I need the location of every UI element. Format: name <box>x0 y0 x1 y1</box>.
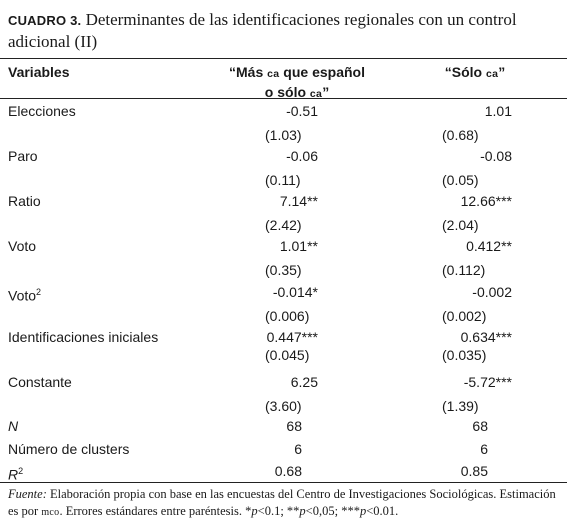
note-t2: <0,05; *** <box>305 504 360 518</box>
table-title-text: Determinantes de las identificaciones re… <box>8 10 517 51</box>
header-col1-part-a: “Más <box>229 64 268 80</box>
row-label: Ratio <box>8 192 41 210</box>
row-label: Elecciones <box>8 102 76 120</box>
coef-col2: -0.08 <box>480 148 512 164</box>
stderr-col1: (0.11) <box>265 172 301 188</box>
coef-col2: 0.412** <box>466 238 512 254</box>
stderr-col1: (0.35) <box>265 262 302 278</box>
stat-col1: 68 <box>286 418 302 434</box>
stderr-col1: (0.045) <box>265 347 310 363</box>
note-p2: p <box>299 504 306 518</box>
stat-label-text: Número de clusters <box>8 441 130 457</box>
coef-col2: 1.01 <box>484 103 512 119</box>
stderr-col2: (0.035) <box>442 347 487 363</box>
stat-col2: 68 <box>472 418 488 434</box>
stderr-col2: (0.002) <box>442 308 487 324</box>
stat-label-text: N <box>8 418 19 434</box>
stderr-col2: (1.39) <box>442 398 479 414</box>
note-t3: <0.01. <box>366 504 399 518</box>
stat-label: Número de clusters <box>8 440 129 458</box>
stderr-col2: (2.04) <box>442 217 479 233</box>
stat-label: R2 <box>8 462 23 484</box>
note-text-2: . Errores estándares entre paréntesis. * <box>59 504 252 518</box>
top-rule <box>0 58 567 59</box>
coef-col2: -5.72*** <box>463 374 512 390</box>
stderr-col1: (1.03) <box>265 127 302 143</box>
table-label: CUADRO 3. <box>8 13 82 28</box>
row-label-text: Identificaciones iniciales <box>8 329 159 345</box>
coef-col1: -0.06 <box>286 148 318 164</box>
coef-col1: 1.01** <box>279 238 318 254</box>
note-p1: p <box>251 504 258 518</box>
stderr-col2: (0.68) <box>442 127 479 143</box>
note-text-sc: mco <box>41 507 60 518</box>
header-col2-sc: ca <box>485 68 499 80</box>
header-rule <box>0 98 567 99</box>
coef-col1: 0.447*** <box>266 329 318 345</box>
row-label-text: Voto <box>8 238 37 254</box>
row-label: Paro <box>8 147 38 165</box>
coef-col1: -0.014* <box>272 284 318 300</box>
note-source-label: Fuente: <box>8 487 47 501</box>
row-label-superscript: 2 <box>36 287 42 297</box>
header-col1-part-d: ” <box>322 84 330 100</box>
row-label-text: Constante <box>8 374 72 390</box>
stderr-col2: (0.05) <box>442 172 479 188</box>
header-col2-part-a: “Sólo <box>444 64 486 80</box>
stderr-col1: (0.006) <box>265 308 310 324</box>
row-label: Constante <box>8 373 72 391</box>
stderr-col1: (2.42) <box>265 217 302 233</box>
row-label: Voto2 <box>8 283 41 305</box>
header-col1-sc-b: ca <box>309 88 323 100</box>
coef-col2: -0.002 <box>472 284 512 300</box>
coef-col1: 7.14** <box>279 193 318 209</box>
header-col1-part-c: o sólo <box>264 84 310 100</box>
header-col2-part-b: ” <box>498 64 506 80</box>
header-col2: “Sólo ca” <box>420 63 530 83</box>
bottom-rule <box>0 482 567 483</box>
row-label-text: Ratio <box>8 193 41 209</box>
coef-col1: -0.51 <box>286 103 318 119</box>
row-label-text: Voto <box>8 287 37 304</box>
table-note: Fuente: Elaboración propia con base en l… <box>8 486 560 521</box>
stat-col1: 0.68 <box>274 463 302 479</box>
stderr-col2: (0.112) <box>442 262 486 278</box>
note-p3: p <box>359 504 367 518</box>
coef-col2: 12.66*** <box>460 193 512 209</box>
stat-label-text: R <box>8 466 19 483</box>
header-col1-sc-a: ca <box>267 68 280 80</box>
row-label-text: Paro <box>8 148 38 164</box>
note-text-1: Elaboración propia con base en las encue… <box>8 487 556 518</box>
stderr-col1: (3.60) <box>265 398 302 414</box>
header-variables: Variables <box>8 64 70 80</box>
row-label: Identificaciones iniciales <box>8 328 158 346</box>
row-label: Voto <box>8 237 36 255</box>
stat-col2: 0.85 <box>460 463 488 479</box>
stat-col2: 6 <box>480 441 488 457</box>
stat-label-superscript: 2 <box>18 466 24 476</box>
coef-col1: 6.25 <box>290 374 318 390</box>
table-title: CUADRO 3. Determinantes de las identific… <box>8 9 560 52</box>
header-col1: “Más ca que español o sólo ca” <box>222 63 372 103</box>
coef-col2: 0.634*** <box>460 329 512 345</box>
note-t1: <0.1; ** <box>257 504 300 518</box>
row-label-text: Elecciones <box>8 103 76 119</box>
stat-label: N <box>8 417 18 435</box>
stat-col1: 6 <box>294 441 302 457</box>
header-col1-part-b: que español <box>279 64 365 80</box>
